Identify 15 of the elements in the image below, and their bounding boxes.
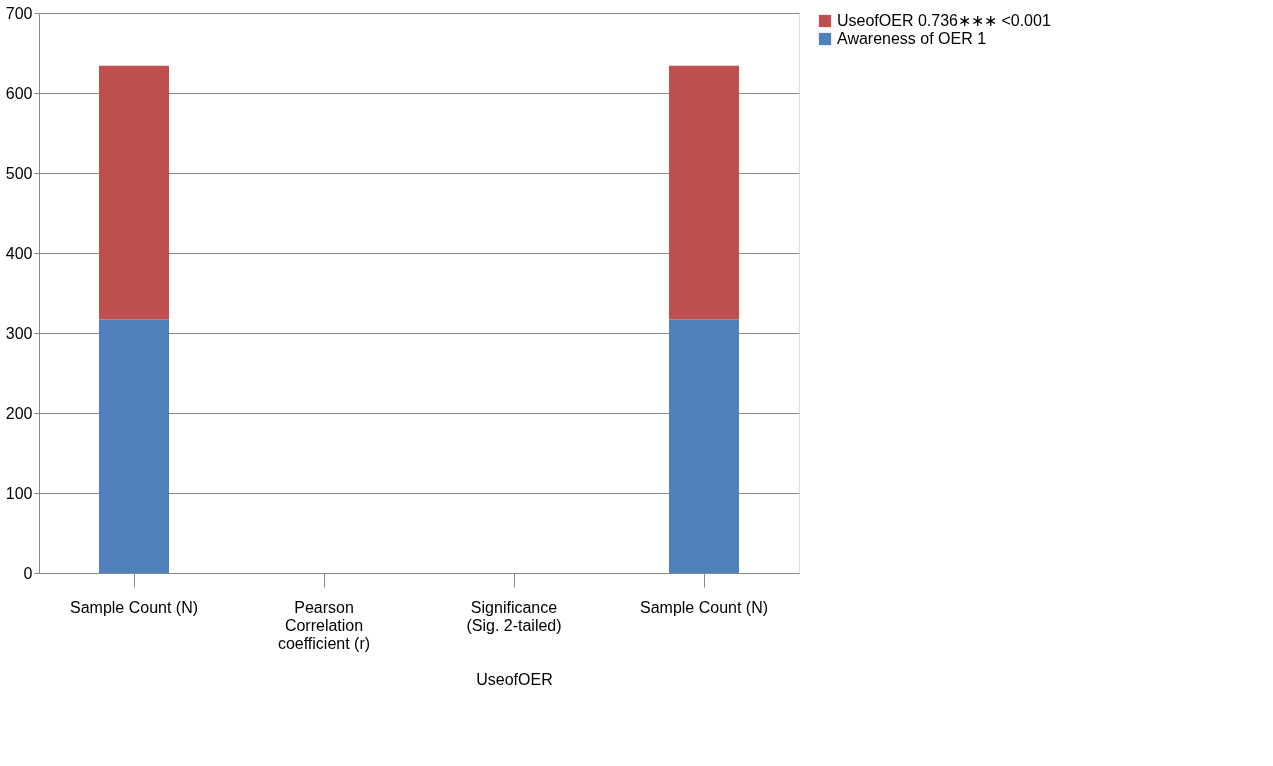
y-tick-label: 200 xyxy=(5,404,33,422)
x-tick-label: Sample Count (N) xyxy=(639,598,769,616)
y-tick-label: 0 xyxy=(23,564,33,582)
x-tick-label: Sample Count (N) xyxy=(69,598,199,616)
legend-label: Awareness of OER 1 xyxy=(837,30,987,47)
y-tick-label: 700 xyxy=(5,4,33,22)
x-axis-title: UseofOER xyxy=(476,670,553,688)
y-tick-label: 300 xyxy=(5,324,33,342)
y-tick-label: 400 xyxy=(5,244,33,262)
y-tick-label: 500 xyxy=(5,164,33,182)
x-tick-label: Significance (Sig. 2-tailed) xyxy=(466,598,562,634)
y-tick-label: 100 xyxy=(5,484,33,502)
legend-label: UseofOER 0.736∗∗∗ <0.001 xyxy=(837,12,1051,29)
y-tick-label: 600 xyxy=(5,84,33,102)
x-tick-label: Pearson Correlation coefficient (r) xyxy=(277,598,371,652)
